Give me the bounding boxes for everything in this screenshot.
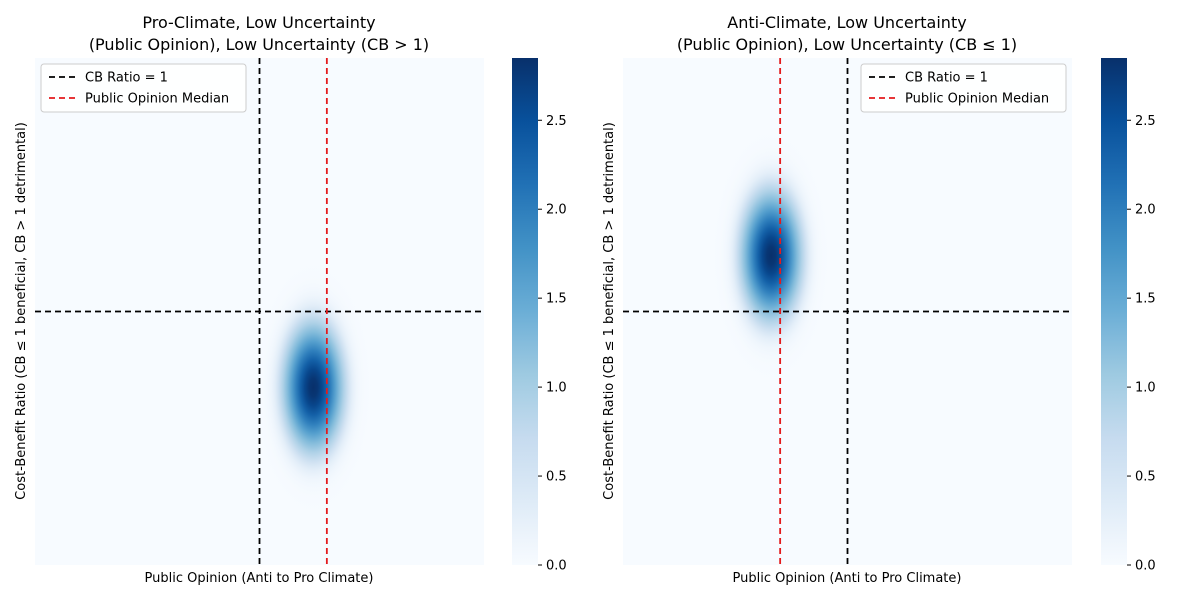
colorbar-tick-label: 0.0: [546, 559, 567, 574]
density-peak: [710, 126, 832, 386]
heatmap-plot-area: [35, 58, 484, 565]
colorbar-tick-label: 0.5: [1135, 470, 1156, 485]
legend: CB Ratio = 1 Public Opinion Median: [40, 63, 247, 113]
colorbar-tick-label: 2.0: [546, 203, 567, 218]
chart-title-line2: (Public Opinion), Low Uncertainty (CB ≤ …: [677, 35, 1017, 54]
chart-title-line2: (Public Opinion), Low Uncertainty (CB > …: [89, 35, 429, 54]
colorbar-tick-label: 0.5: [546, 470, 567, 485]
x-axis-label: Public Opinion (Anti to Pro Climate): [733, 571, 962, 586]
colorbar: 0.0 0.5 1.0 1.5 2.0 2.5: [1101, 58, 1156, 574]
colorbar-tick-label: 2.5: [1135, 114, 1156, 129]
chart-panel-2: Anti-Climate, Low Uncertainty (Public Op…: [602, 13, 1156, 586]
colorbar-tick-label: 1.5: [1135, 292, 1156, 307]
colorbar-tick-label: 2.5: [546, 114, 567, 129]
heatmap-plot-area: [623, 58, 1072, 565]
chart-panel-1: Pro-Climate, Low Uncertainty (Public Opi…: [14, 13, 567, 586]
y-axis-label: Cost-Benefit Ratio (CB ≤ 1 beneficial, C…: [14, 122, 29, 500]
colorbar: 0.0 0.5 1.0 1.5 2.0 2.5: [512, 58, 567, 574]
legend-entry-label: CB Ratio = 1: [905, 71, 988, 86]
legend-entry-label: CB Ratio = 1: [85, 71, 168, 86]
legend-entry-label: Public Opinion Median: [85, 92, 229, 107]
x-axis-label: Public Opinion (Anti to Pro Climate): [145, 571, 374, 586]
chart-title-line1: Anti-Climate, Low Uncertainty: [727, 13, 966, 32]
colorbar-tick-label: 1.0: [1135, 381, 1156, 396]
legend-entry-label: Public Opinion Median: [905, 92, 1049, 107]
chart-title-line1: Pro-Climate, Low Uncertainty: [142, 13, 375, 32]
colorbar-tick-label: 2.0: [1135, 203, 1156, 218]
colorbar-tick-label: 0.0: [1135, 559, 1156, 574]
colorbar-gradient: [512, 58, 538, 565]
colorbar-gradient: [1101, 58, 1127, 565]
legend-frame: [40, 63, 247, 113]
legend-frame: [860, 63, 1067, 113]
legend: CB Ratio = 1 Public Opinion Median: [860, 63, 1067, 113]
y-axis-label: Cost-Benefit Ratio (CB ≤ 1 beneficial, C…: [602, 122, 617, 500]
colorbar-tick-label: 1.5: [546, 292, 567, 307]
colorbar-tick-label: 1.0: [546, 381, 567, 396]
density-peak: [252, 258, 374, 517]
